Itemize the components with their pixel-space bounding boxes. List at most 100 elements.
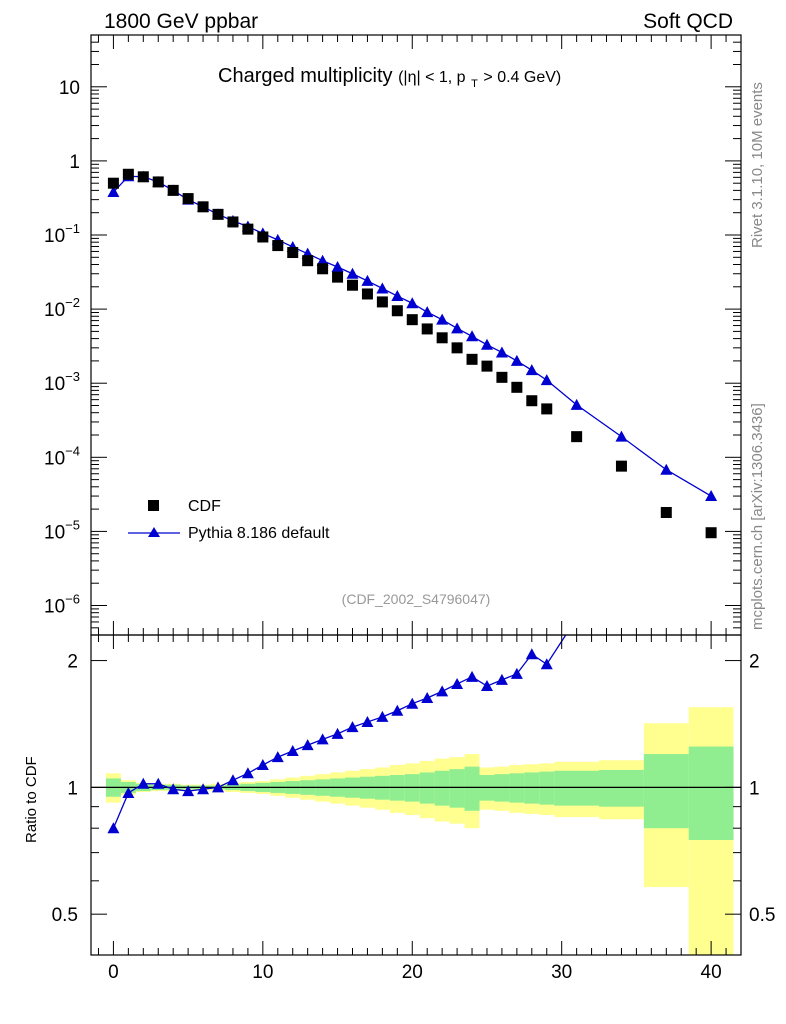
cdf-point — [107, 177, 119, 189]
ratio-point — [480, 680, 493, 692]
ratio-point — [376, 710, 389, 722]
cdf-point — [660, 506, 672, 518]
y-tick-label: 10−2 — [44, 295, 80, 321]
uncertainty-band-stat — [419, 772, 435, 804]
x-tick-label: 40 — [701, 962, 722, 983]
ratio-point — [167, 783, 180, 795]
pythia-point — [436, 313, 449, 325]
pythia-point — [451, 322, 464, 334]
uncertainty-band-stat — [449, 769, 465, 808]
cdf-point — [212, 208, 224, 220]
main-plot-area — [107, 168, 718, 539]
ratio-point — [107, 822, 120, 834]
pythia-point — [376, 282, 389, 294]
cdf-point — [182, 193, 194, 205]
y-tick-label-base: 10 — [44, 300, 65, 321]
uncertainty-band-stat — [599, 769, 644, 807]
ratio-point — [316, 733, 329, 745]
pythia-point — [615, 430, 628, 442]
x-tick-label: 10 — [252, 962, 273, 983]
ratio-y-tick-label-right: 1 — [749, 778, 760, 799]
y-tick-label: 10−4 — [44, 443, 80, 469]
legend-cdf-marker — [148, 500, 159, 511]
cdf-point — [257, 231, 269, 243]
ratio-series — [107, 635, 567, 834]
ratio-point — [540, 658, 553, 670]
cdf-point — [436, 332, 448, 344]
analysis-id-label: (CDF_2002_S4796047) — [342, 591, 491, 607]
pythia-point — [525, 364, 538, 376]
ratio-line — [112, 635, 567, 829]
y-tick-label: 10−3 — [44, 369, 80, 395]
y-tick-label-exponent: −1 — [65, 221, 80, 236]
ratio-point — [391, 704, 404, 716]
ratio-point — [510, 667, 523, 679]
cdf-point — [302, 255, 314, 267]
cdf-point — [287, 247, 299, 259]
ratio-y-axis-label: Ratio to CDF — [23, 756, 40, 843]
cdf-point — [227, 216, 239, 228]
chart-title-sub-T: T — [471, 78, 478, 90]
y-tick-label: 10 — [59, 78, 80, 99]
ratio-point — [122, 786, 135, 798]
y-tick-label-exponent: −3 — [65, 369, 80, 384]
cdf-point — [526, 395, 538, 407]
pythia-point — [406, 297, 419, 309]
cdf-point — [481, 360, 493, 372]
y-tick-label: 1 — [69, 152, 80, 173]
cdf-point — [346, 279, 358, 291]
ratio-point — [182, 785, 195, 797]
y-tick-label-base: 10 — [44, 448, 65, 469]
cdf-point — [122, 168, 134, 180]
cdf-point — [391, 305, 403, 317]
cdf-point — [466, 353, 478, 365]
ratio-point — [241, 767, 254, 779]
header-category-label: Soft QCD — [643, 10, 733, 33]
ratio-point — [197, 783, 210, 795]
uncertainty-band-stat — [434, 770, 450, 806]
cdf-point — [137, 171, 149, 183]
x-tick-label: 20 — [402, 962, 423, 983]
pythia-point — [495, 346, 508, 358]
pythia-point — [316, 254, 329, 266]
ratio-point — [226, 774, 239, 786]
cdf-point — [511, 381, 523, 393]
ratio-frame — [90, 634, 742, 956]
rivet-version-label: Rivet 3.1.10, 10M events — [749, 82, 766, 248]
pythia-point — [361, 274, 374, 286]
ratio-point — [525, 648, 538, 660]
cdf-point — [451, 342, 463, 354]
ratio-point — [346, 721, 359, 733]
ratio-point — [256, 759, 269, 771]
pythia-point — [480, 338, 493, 350]
cdf-point — [152, 176, 164, 188]
mcplots-source-label: mcplots.cern.ch [arXiv:1306.3436] — [749, 403, 766, 630]
cdf-point — [571, 431, 583, 443]
ratio-y-tick-label-left: 2 — [67, 652, 78, 673]
pythia-point — [705, 490, 718, 502]
ratio-point — [421, 691, 434, 703]
legend: CDF Pythia 8.186 default — [128, 498, 330, 542]
legend-pythia-marker — [148, 527, 160, 537]
cdf-point — [317, 263, 329, 275]
ratio-point — [212, 781, 225, 793]
pythia-point — [107, 186, 120, 198]
y-tick-label-exponent: −2 — [65, 295, 80, 310]
y-tick-label-base: 10 — [44, 374, 65, 395]
y-tick-label-exponent: −5 — [65, 517, 80, 532]
uncertainty-band-stat — [554, 770, 600, 806]
pythia-point — [391, 290, 404, 302]
cdf-point — [197, 201, 209, 213]
chart-title-sub-end: > 0.4 GeV) — [483, 69, 561, 86]
ratio-y-tick-label-left: 1 — [67, 778, 78, 799]
ratio-point — [331, 727, 344, 739]
uncertainty-band-stat — [524, 772, 540, 804]
cdf-point — [615, 460, 627, 472]
cdf-point — [167, 184, 179, 196]
cdf-point — [406, 314, 418, 326]
main-frame — [90, 34, 742, 636]
pythia-point — [421, 306, 434, 318]
pythia-line — [112, 175, 712, 497]
